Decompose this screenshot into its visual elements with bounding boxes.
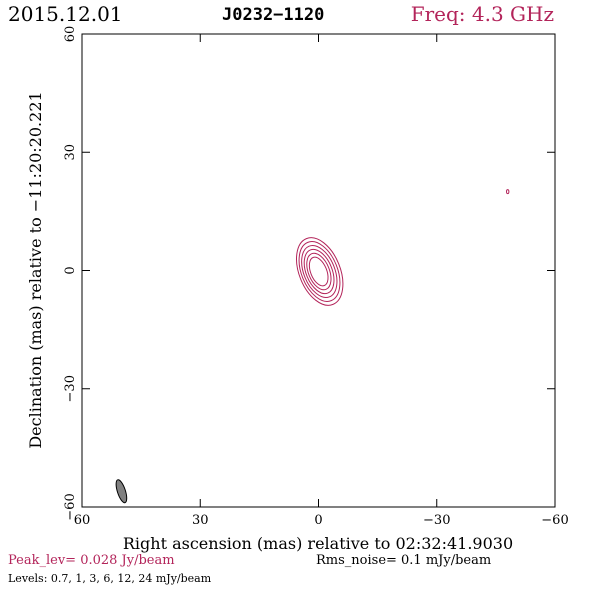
y-tick-label: 0	[63, 266, 78, 274]
contour-level	[308, 256, 329, 287]
y-tick-label: −60	[63, 493, 78, 520]
source-name: J0232−1120	[222, 5, 325, 25]
x-tick-label: −60	[541, 513, 568, 528]
y-tick-label: −30	[63, 375, 78, 402]
observation-date: 2015.12.01	[8, 2, 123, 26]
contour-level	[301, 245, 338, 298]
x-tick-label: 60	[74, 513, 91, 528]
contour-level	[298, 241, 341, 302]
contour-layer	[296, 189, 510, 306]
secondary-component	[506, 189, 510, 195]
frequency-label: Freq: 4.3 GHz	[410, 2, 554, 26]
beam-layer	[115, 479, 128, 504]
contour-level	[306, 252, 332, 291]
rms-noise: Rms_noise= 0.1 mJy/beam	[316, 553, 492, 568]
x-tick-label: 30	[192, 513, 209, 528]
y-tick-label: 30	[63, 144, 78, 161]
y-axis-label: Declination (mas) relative to −11:20:20.…	[26, 91, 45, 448]
x-tick-label: −30	[423, 513, 450, 528]
contour-levels: Levels: 0.7, 1, 3, 6, 12, 24 mJy/beam	[8, 572, 212, 585]
y-tick-label: 60	[63, 26, 78, 43]
contour-level	[303, 248, 335, 295]
contour-level	[296, 237, 344, 306]
x-axis-label: Right ascension (mas) relative to 02:32:…	[123, 534, 513, 553]
x-tick-label: 0	[314, 513, 322, 528]
beam-ellipse	[115, 479, 128, 504]
peak-level: Peak_lev= 0.028 Jy/beam	[8, 553, 175, 568]
plot-frame	[81, 33, 556, 508]
